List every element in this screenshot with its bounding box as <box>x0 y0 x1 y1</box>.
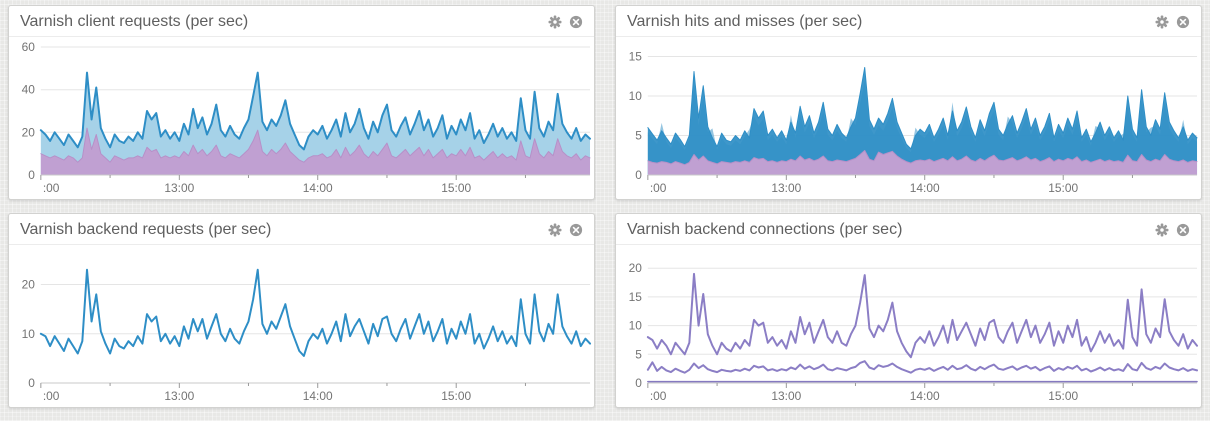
svg-text:5: 5 <box>635 128 642 142</box>
svg-text:15:00: 15:00 <box>1048 389 1078 403</box>
panel-header: Varnish backend requests (per sec) <box>9 214 594 245</box>
panel-title: Varnish backend connections (per sec) <box>627 221 903 238</box>
panel-varnish-hits-misses: Varnish hits and misses (per sec) :00 13:… <box>615 5 1202 200</box>
svg-text:10: 10 <box>629 89 643 103</box>
svg-text:20: 20 <box>22 125 36 139</box>
svg-text::00: :00 <box>43 181 60 195</box>
svg-text:14:00: 14:00 <box>303 181 333 195</box>
panel-header: Varnish backend connections (per sec) <box>616 214 1201 245</box>
svg-text:13:00: 13:00 <box>164 181 194 195</box>
svg-text::00: :00 <box>650 181 667 195</box>
svg-text:10: 10 <box>22 327 36 341</box>
svg-text:14:00: 14:00 <box>910 181 940 195</box>
svg-text::00: :00 <box>650 389 667 403</box>
svg-text:20: 20 <box>629 261 643 275</box>
svg-text:0: 0 <box>635 168 642 182</box>
svg-text:20: 20 <box>22 277 36 291</box>
panel-actions <box>548 15 583 29</box>
chart-varnish-backend-requests[interactable]: :00 13:00 14:00 15:00 0 10 20 <box>9 245 594 407</box>
svg-text:14:00: 14:00 <box>910 389 940 403</box>
svg-text:15:00: 15:00 <box>441 181 471 195</box>
panel-title: Varnish hits and misses (per sec) <box>627 13 863 30</box>
svg-text:15: 15 <box>629 290 643 304</box>
close-icon[interactable] <box>569 223 583 237</box>
gear-icon[interactable] <box>1155 15 1169 29</box>
panel-title: Varnish client requests (per sec) <box>20 13 249 30</box>
svg-text:40: 40 <box>22 83 36 97</box>
chart-varnish-backend-connections[interactable]: :00 13:00 14:00 15:00 0 5 10 15 20 <box>616 245 1201 407</box>
panel-header: Varnish hits and misses (per sec) <box>616 6 1201 37</box>
close-icon[interactable] <box>1176 223 1190 237</box>
panel-title: Varnish backend requests (per sec) <box>20 221 272 238</box>
svg-text:14:00: 14:00 <box>303 389 333 403</box>
gear-icon[interactable] <box>548 223 562 237</box>
svg-text:13:00: 13:00 <box>771 389 801 403</box>
gear-icon[interactable] <box>548 15 562 29</box>
svg-text:0: 0 <box>28 168 35 182</box>
svg-text:0: 0 <box>635 376 642 390</box>
chart-varnish-hits-misses[interactable]: :00 13:00 14:00 15:00 0 5 10 15 <box>616 37 1201 199</box>
panel-varnish-backend-connections: Varnish backend connections (per sec) :0… <box>615 213 1202 408</box>
svg-text:13:00: 13:00 <box>771 181 801 195</box>
svg-text:10: 10 <box>629 319 643 333</box>
gear-icon[interactable] <box>1155 223 1169 237</box>
svg-text:15: 15 <box>629 49 643 63</box>
panel-actions <box>548 223 583 237</box>
svg-text:13:00: 13:00 <box>164 389 194 403</box>
panel-varnish-backend-requests: Varnish backend requests (per sec) :00 13… <box>8 213 595 408</box>
panel-actions <box>1155 223 1190 237</box>
svg-text:15:00: 15:00 <box>1048 181 1078 195</box>
svg-text:60: 60 <box>22 40 36 54</box>
svg-text:5: 5 <box>635 347 642 361</box>
chart-varnish-client-requests[interactable]: :00 13:00 14:00 15:00 0 20 40 60 <box>9 37 594 199</box>
close-icon[interactable] <box>1176 15 1190 29</box>
panel-header: Varnish client requests (per sec) <box>9 6 594 37</box>
svg-text:0: 0 <box>28 376 35 390</box>
svg-text::00: :00 <box>43 389 60 403</box>
panel-actions <box>1155 15 1190 29</box>
panel-varnish-client-requests: Varnish client requests (per sec) :00 13:… <box>8 5 595 200</box>
svg-text:15:00: 15:00 <box>441 389 471 403</box>
close-icon[interactable] <box>569 15 583 29</box>
